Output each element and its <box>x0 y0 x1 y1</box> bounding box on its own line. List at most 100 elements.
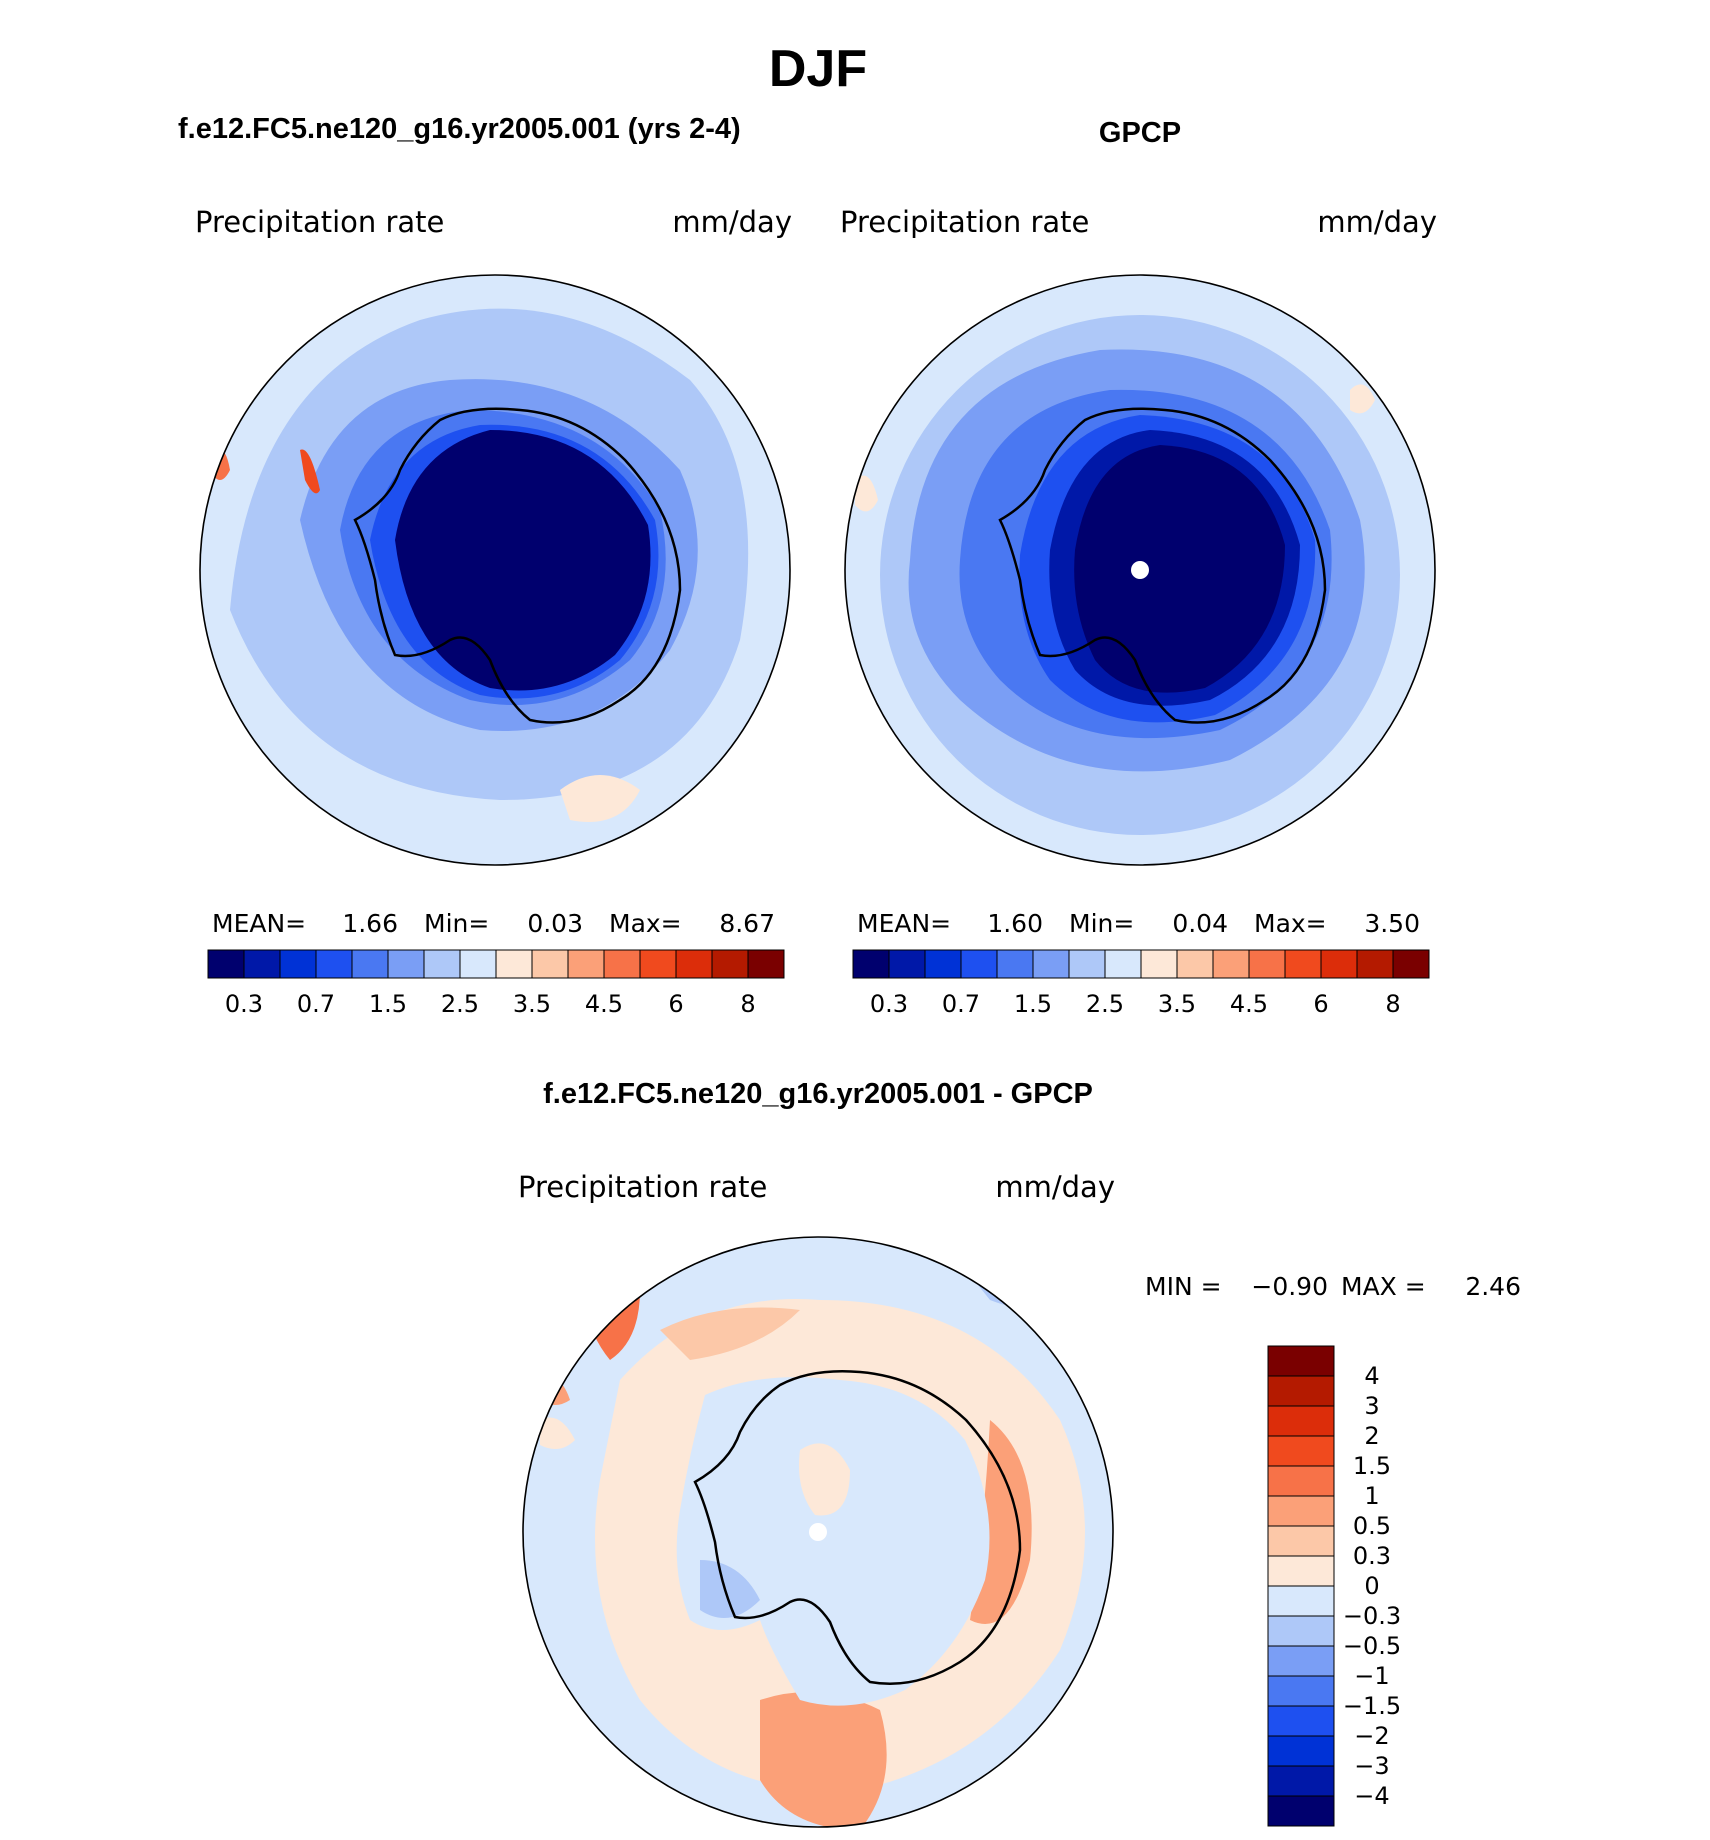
colorbar-swatch <box>1392 949 1430 979</box>
max-value: 2.46 <box>1465 1272 1521 1301</box>
stats-line: MEAN= 1.60 Min= 0.04 Max= 3.50 <box>857 909 1420 938</box>
max-label: Max= <box>1254 909 1327 938</box>
colorbar-swatch <box>315 949 353 979</box>
colorbar-tick-label: 0.5 <box>1353 1512 1391 1540</box>
colorbar-swatch <box>1140 949 1178 979</box>
colorbar-swatch <box>852 949 890 979</box>
coastline <box>998 407 1327 724</box>
colorbar-swatch <box>243 949 281 979</box>
colorbar: 0.3 0.7 1.5 2.5 3.5 4.5 6 8 <box>207 949 785 1018</box>
panel-title: GPCP <box>1099 117 1181 149</box>
colorbar-tick-label: 4.5 <box>585 990 623 1018</box>
min-label: Min= <box>424 909 489 938</box>
colorbar-swatch <box>1176 949 1214 979</box>
colorbar-swatch <box>1104 949 1142 979</box>
mean-value: 1.60 <box>987 909 1043 938</box>
map-boundary <box>199 274 791 866</box>
map-boundary <box>522 1236 1114 1828</box>
colorbar-swatch <box>1267 1645 1335 1677</box>
colorbar-swatch <box>387 949 425 979</box>
colorbar-tick-label: 0.3 <box>225 990 263 1018</box>
variable-label: Precipitation rate <box>195 205 444 239</box>
pole-marker <box>809 1523 827 1541</box>
colorbar-tick-label: −0.3 <box>1343 1602 1401 1630</box>
colorbar-tick-label: 1.5 <box>1353 1452 1391 1480</box>
colorbar-swatch <box>1284 949 1322 979</box>
colorbar-swatch <box>1267 1765 1335 1797</box>
colorbar-swatch <box>1068 949 1106 979</box>
colorbar-tick-label: 3.5 <box>513 990 551 1018</box>
mean-label: MEAN= <box>857 909 951 938</box>
colorbar-tick-label: −2 <box>1354 1722 1389 1750</box>
colorbar-tick-label: −4 <box>1354 1782 1389 1810</box>
map-field <box>200 275 790 865</box>
coastline <box>353 407 682 724</box>
pole-marker <box>1131 561 1149 579</box>
colorbar-tick-label: 1.5 <box>1014 990 1052 1018</box>
colorbar-swatch <box>1267 1675 1335 1707</box>
units-label: mm/day <box>995 1170 1115 1204</box>
colorbar-swatch <box>711 949 749 979</box>
colorbar-tick-label: 8 <box>740 990 755 1018</box>
colorbar-swatch <box>531 949 569 979</box>
variable-label: Precipitation rate <box>518 1170 767 1204</box>
colorbar-swatch <box>207 949 245 979</box>
min-label: MIN = <box>1145 1272 1222 1301</box>
colorbar-tick-label: 0.3 <box>870 990 908 1018</box>
colorbar-swatch <box>1267 1795 1335 1827</box>
colorbar-swatch <box>1248 949 1286 979</box>
colorbar-swatch <box>1267 1585 1335 1617</box>
mean-value: 1.66 <box>342 909 398 938</box>
colorbar-swatch <box>888 949 926 979</box>
colorbar-swatch <box>639 949 677 979</box>
colorbar-swatch <box>1032 949 1070 979</box>
colorbar-swatch <box>1267 1735 1335 1767</box>
colorbar-swatch <box>423 949 461 979</box>
colorbar-tick-label: 1 <box>1364 1482 1379 1510</box>
colorbar-swatch <box>1320 949 1358 979</box>
colorbar-tick-label: 2 <box>1364 1422 1379 1450</box>
min-label: Min= <box>1069 909 1134 938</box>
stats-line: MEAN= 1.66 Min= 0.03 Max= 8.67 <box>212 909 775 938</box>
colorbar-tick-label: −3 <box>1354 1752 1389 1780</box>
units-label: mm/day <box>1317 205 1437 239</box>
colorbar-swatch <box>1356 949 1394 979</box>
colorbar-swatch <box>747 949 785 979</box>
panel-diff: f.e12.FC5.ne120_g16.yr2005.001 - GPCP Pr… <box>518 1078 1521 1828</box>
map-field <box>523 1237 1113 1827</box>
colorbar-tick-label: 2.5 <box>441 990 479 1018</box>
colorbar-tick-label: 6 <box>1313 990 1328 1018</box>
map-field <box>845 275 1435 865</box>
colorbar-swatch <box>1267 1375 1335 1407</box>
colorbar-swatch <box>1267 1555 1335 1587</box>
colorbar-swatch <box>1267 1405 1335 1437</box>
panel-title: f.e12.FC5.ne120_g16.yr2005.001 - GPCP <box>543 1078 1093 1110</box>
colorbar-swatch <box>675 949 713 979</box>
max-value: 3.50 <box>1364 909 1420 938</box>
colorbar: 0.3 0.7 1.5 2.5 3.5 4.5 6 8 <box>852 949 1430 1018</box>
colorbar-swatch <box>960 949 998 979</box>
colorbar-tick-label: 0.3 <box>1353 1542 1391 1570</box>
variable-label: Precipitation rate <box>840 205 1089 239</box>
min-value: −0.90 <box>1251 1272 1328 1301</box>
colorbar-swatch <box>1267 1495 1335 1527</box>
min-value: 0.03 <box>527 909 583 938</box>
coastline <box>693 1369 1022 1686</box>
colorbar-tick-label: 2.5 <box>1086 990 1124 1018</box>
colorbar-swatch <box>1267 1435 1335 1467</box>
colorbar-tick-label: 0 <box>1364 1572 1379 1600</box>
colorbar-tick-label: 1.5 <box>369 990 407 1018</box>
colorbar-swatch <box>603 949 641 979</box>
colorbar-tick-label: −0.5 <box>1343 1632 1401 1660</box>
colorbar-tick-label: 0.7 <box>297 990 335 1018</box>
min-value: 0.04 <box>1172 909 1228 938</box>
colorbar-tick-label: 8 <box>1385 990 1400 1018</box>
colorbar-swatch <box>495 949 533 979</box>
units-label: mm/day <box>672 205 792 239</box>
colorbar-tick-label: −1 <box>1354 1662 1389 1690</box>
max-label: Max= <box>609 909 682 938</box>
colorbar-swatch <box>279 949 317 979</box>
colorbar-swatch <box>1267 1465 1335 1497</box>
